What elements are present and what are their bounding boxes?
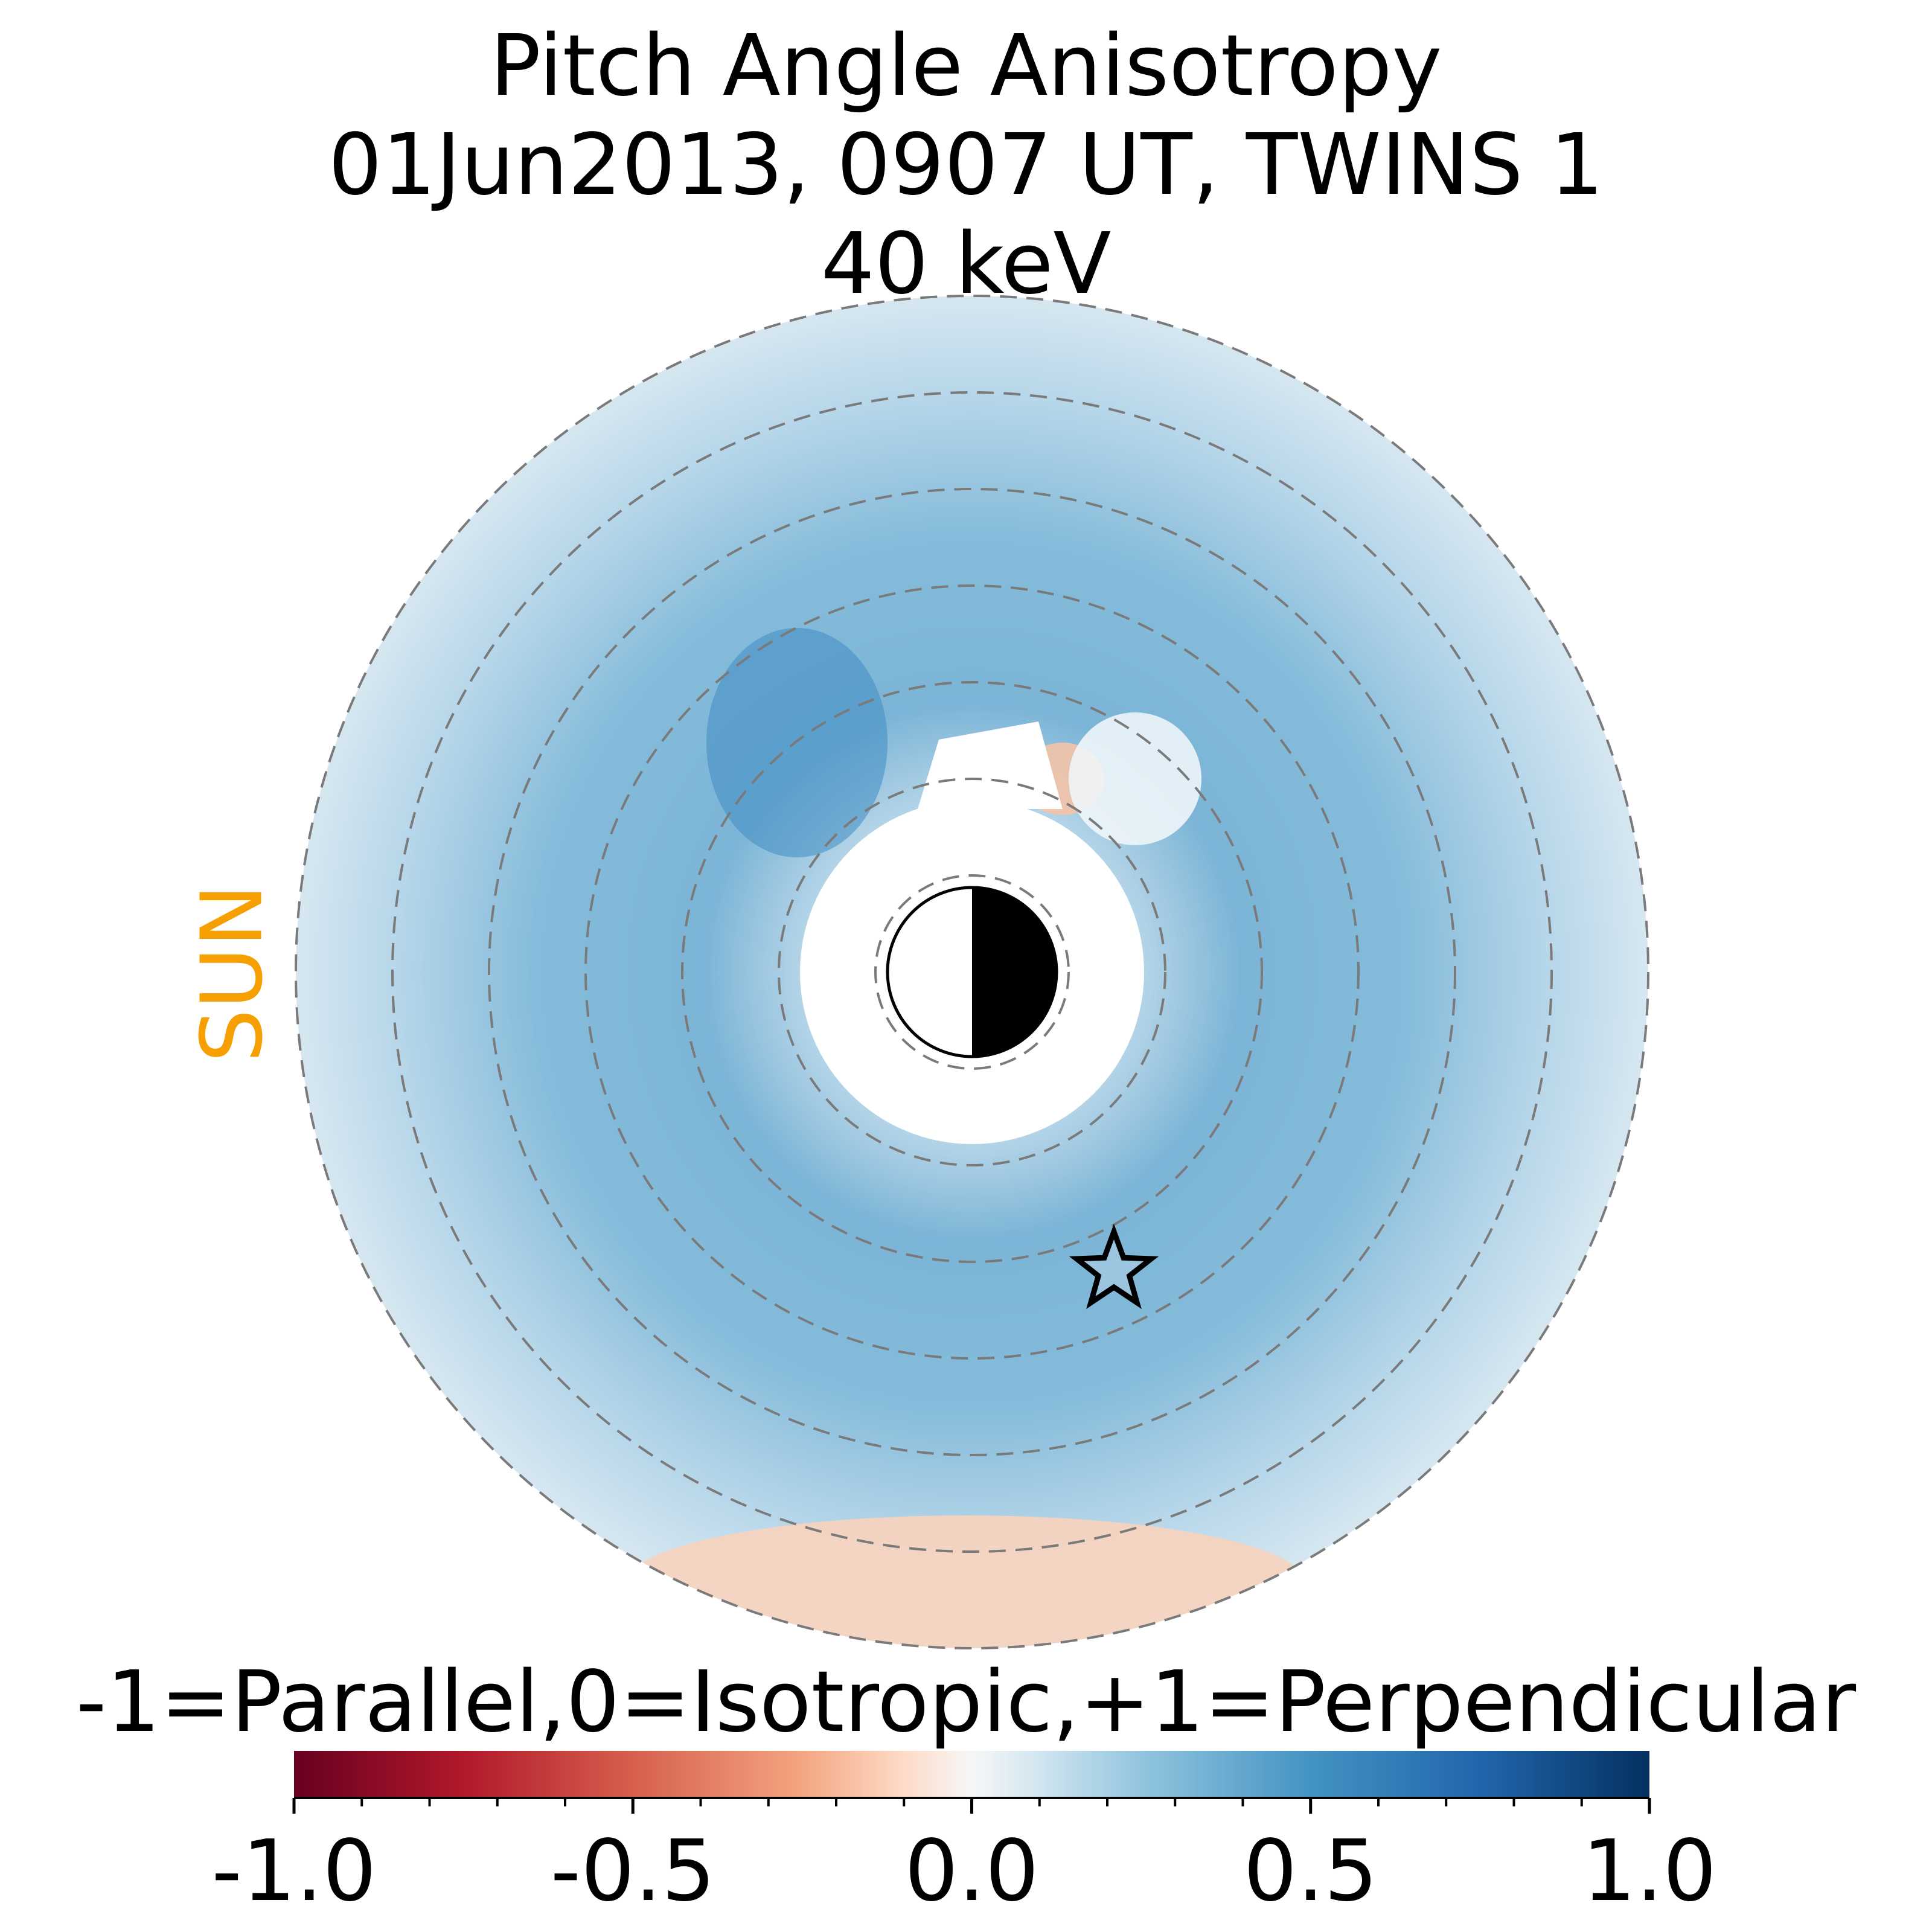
distance-ring bbox=[584, 584, 1360, 1360]
colorbar-tick-label: 0.0 bbox=[904, 1822, 1039, 1921]
colorbar-ticks bbox=[292, 1798, 1651, 1814]
colorbar-gradient bbox=[294, 1751, 1649, 1798]
chart-title-line-1: Pitch Angle Anisotropy bbox=[490, 17, 1442, 115]
spacecraft-star-marker bbox=[1069, 1223, 1159, 1310]
distance-ring bbox=[488, 488, 1456, 1456]
colorbar-tick-label: 0.5 bbox=[1243, 1822, 1378, 1921]
earth-symbol bbox=[886, 886, 1058, 1058]
distance-ring bbox=[778, 778, 1166, 1166]
colorbar-tick-label: 1.0 bbox=[1582, 1822, 1717, 1921]
distance-rings bbox=[295, 295, 1649, 1649]
colorbar bbox=[292, 1751, 1651, 1814]
chart-title-line-2: 01Jun2013, 0907 UT, TWINS 1 bbox=[328, 116, 1604, 214]
distance-ring bbox=[874, 874, 1070, 1070]
anisotropy-isotropic-region bbox=[1069, 712, 1201, 845]
colorbar-tick-label: -0.5 bbox=[550, 1822, 715, 1921]
colorbar-tick-label: -1.0 bbox=[211, 1822, 377, 1921]
anisotropy-negative-region bbox=[628, 1515, 1304, 1648]
distance-ring bbox=[295, 295, 1649, 1649]
distance-ring bbox=[681, 681, 1263, 1263]
colorbar-label: -1=Parallel,0=Isotropic,+1=Perpendicular bbox=[75, 1653, 1857, 1751]
distance-ring bbox=[391, 391, 1553, 1553]
earth-nightside bbox=[972, 888, 1057, 1057]
